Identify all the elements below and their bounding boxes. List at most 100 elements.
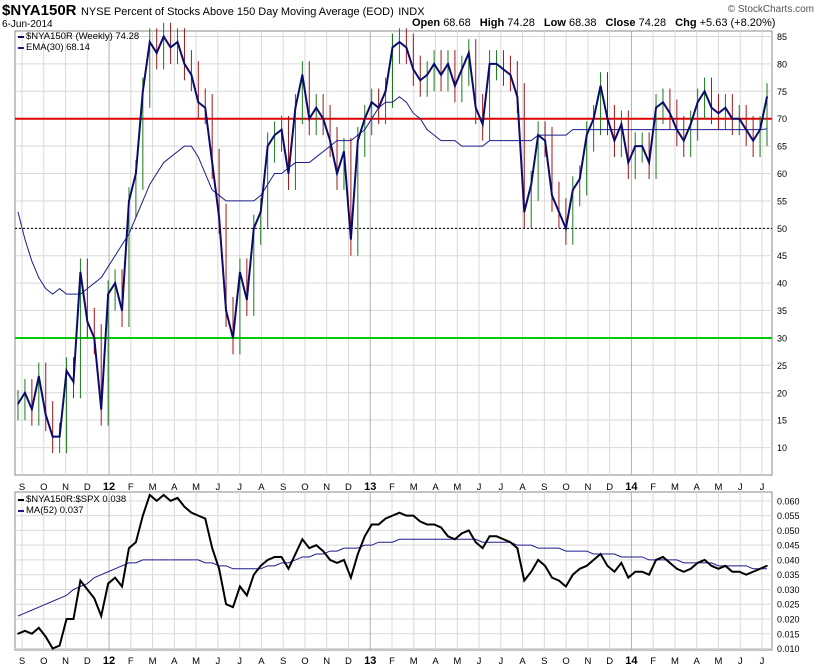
ratio-point [86, 588, 89, 591]
price-point [745, 128, 747, 131]
ratio-point [79, 579, 82, 582]
ratio-point [72, 618, 75, 620]
ratio-point [190, 511, 193, 514]
price-point [65, 370, 68, 372]
ratio-x-tick-label: M [149, 656, 157, 667]
price-point [662, 101, 664, 104]
legend-entry-ma52: MA(52) 0.037 [18, 505, 126, 516]
ratio-point [336, 562, 338, 564]
ratio-point [211, 547, 213, 549]
ratio-point [676, 567, 678, 570]
main-x-tick-label: D [84, 482, 91, 493]
price-point [363, 117, 366, 120]
ratio-point [273, 556, 276, 558]
ratio-point [738, 570, 741, 573]
price-point [252, 227, 255, 230]
ratio-point [592, 559, 595, 561]
price-point [495, 63, 498, 65]
price-point [336, 172, 338, 175]
price-point [225, 309, 227, 312]
ratio-point [766, 565, 768, 567]
ratio-x-tick-label: D [84, 656, 91, 667]
main-y-tick-label: 25 [777, 361, 787, 371]
main-x-tick-label: A [694, 482, 701, 493]
price-point [724, 106, 727, 109]
ratio-point [246, 594, 248, 597]
chart-title: $NYA150R NYSE Percent of Stocks Above 15… [2, 2, 425, 20]
ratio-point [641, 570, 643, 573]
price-point [246, 298, 248, 301]
price-point [572, 189, 574, 191]
legend-swatch-ma52 [18, 509, 24, 512]
price-point [703, 90, 706, 93]
price-point [412, 68, 415, 71]
ratio-point [689, 567, 692, 570]
main-x-tick-label: M [149, 482, 157, 493]
main-x-tick-label: J [738, 482, 743, 493]
quote-bar: Open 68.68 High 74.28 Low 68.38 Close 74… [412, 17, 781, 29]
ratio-x-tick-label: 12 [103, 655, 115, 667]
main-y-tick-label: 65 [777, 142, 787, 152]
ratio-x-tick-label: A [258, 656, 265, 667]
main-x-tick-label: A [432, 482, 439, 493]
ratio-point [599, 553, 602, 555]
main-x-tick-label: 14 [625, 481, 638, 493]
ratio-point [606, 565, 609, 567]
price-point [544, 139, 546, 142]
legend-label-price: $NYA150R (Weekly) 74.28 [26, 31, 140, 42]
price-point [190, 74, 193, 76]
price-point [689, 123, 692, 125]
ratio-x-tick-label: M [671, 656, 679, 667]
main-x-tick-label: M [453, 482, 461, 493]
open-label: Open [412, 17, 441, 29]
ratio-point [24, 630, 26, 632]
price-point [315, 106, 318, 109]
ratio-point [357, 553, 359, 555]
ratio-point [669, 562, 671, 564]
main-x-tick-label: N [62, 482, 69, 493]
ratio-point [565, 585, 567, 588]
ratio-x-tick-label: A [694, 656, 701, 667]
ratio-point [121, 585, 123, 588]
ratio-point [58, 644, 61, 647]
open-value: 68.68 [443, 17, 471, 29]
ratio-x-tick-label: M [410, 656, 418, 667]
ratio-point [176, 497, 179, 499]
price-point [176, 41, 179, 43]
price-point [100, 408, 103, 411]
price-point [676, 128, 678, 131]
price-point [273, 134, 276, 136]
price-point [488, 63, 491, 65]
ratio-point [155, 500, 158, 502]
price-point [634, 145, 637, 147]
ratio-x-tick-label: O [562, 656, 569, 667]
ratio-point [225, 603, 227, 606]
ratio-point [391, 514, 394, 517]
main-y-tick-label: 50 [777, 224, 787, 234]
ratio-point [620, 562, 623, 564]
ratio-point [301, 538, 304, 541]
ratio-point [44, 635, 47, 638]
ratio-point [287, 567, 290, 570]
ratio-x-tick-label: M [453, 656, 461, 667]
main-y-tick-label: 40 [777, 279, 787, 289]
chg-label: Chg [675, 17, 697, 29]
price-point [467, 52, 470, 54]
main-y-tick-label: 80 [777, 59, 787, 69]
price-point [592, 117, 595, 120]
ratio-point [627, 576, 630, 579]
ratio-point [322, 550, 324, 552]
ratio-x-tick-label: S [280, 656, 286, 667]
price-point [454, 85, 456, 87]
ratio-point [162, 494, 165, 496]
price-point [523, 211, 526, 213]
ratio-x-tick-label: N [323, 656, 330, 667]
ratio-point [294, 553, 297, 555]
price-point [738, 117, 741, 120]
price-point [641, 145, 643, 147]
price-point [350, 238, 352, 241]
ratio-point [551, 576, 553, 579]
price-point [329, 139, 331, 142]
main-y-tick-label: 15 [777, 416, 787, 426]
main-x-tick-label: N [323, 482, 330, 493]
